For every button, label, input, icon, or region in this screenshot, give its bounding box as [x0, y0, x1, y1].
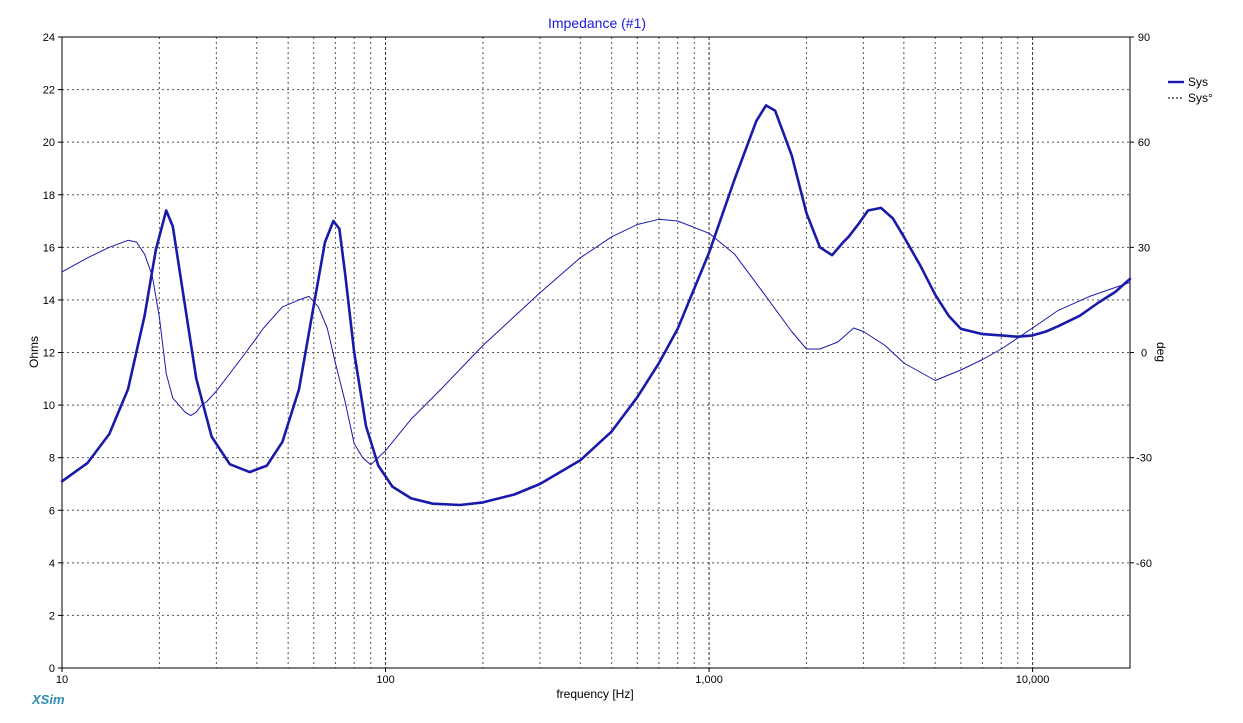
x-tick-label: 100: [376, 674, 394, 686]
y2-axis-label: deg: [1154, 342, 1168, 362]
y2-tick-label: -30: [1136, 453, 1152, 465]
y-tick-label: 14: [43, 295, 55, 307]
x-tick-label: 10: [56, 674, 68, 686]
y2-tick-label: 0: [1141, 348, 1147, 360]
brand-logo: XSim: [31, 692, 65, 707]
y-tick-label: 18: [43, 190, 55, 202]
series-layer: [60, 104, 1132, 507]
chart-title: Impedance (#1): [548, 15, 646, 31]
y-tick-label: 8: [49, 453, 55, 465]
y-tick-label: 10: [43, 400, 55, 412]
y2-tick-label: -60: [1136, 558, 1152, 570]
legend: Sys Sys°: [1168, 75, 1213, 105]
y-axis-label: Ohms: [27, 336, 41, 368]
y-tick-label: 12: [43, 348, 55, 360]
x-tick-label: 10,000: [1016, 674, 1050, 686]
series-sys-impedance-line: [60, 104, 1132, 507]
y-tick-label: 16: [43, 242, 55, 254]
y-tick-label: 2: [49, 610, 55, 622]
legend-label: Sys°: [1188, 91, 1213, 105]
y-tick-label: 4: [49, 558, 55, 570]
x-axis-label: frequency [Hz]: [556, 687, 633, 701]
y-tick-label: 6: [49, 505, 55, 517]
grid: [62, 37, 1130, 668]
y-tick-label: 0: [49, 663, 55, 675]
y-tick-label: 24: [43, 32, 55, 44]
y-tick-label: 22: [43, 85, 55, 97]
y2-tick-label: 60: [1138, 137, 1150, 149]
y2-tick-label: 90: [1138, 32, 1150, 44]
x-tick-label: 1,000: [695, 674, 723, 686]
y-tick-label: 20: [43, 137, 55, 149]
legend-label: Sys: [1188, 75, 1208, 89]
y2-tick-label: 30: [1138, 242, 1150, 254]
series-sys-phase-line: [61, 218, 1131, 466]
